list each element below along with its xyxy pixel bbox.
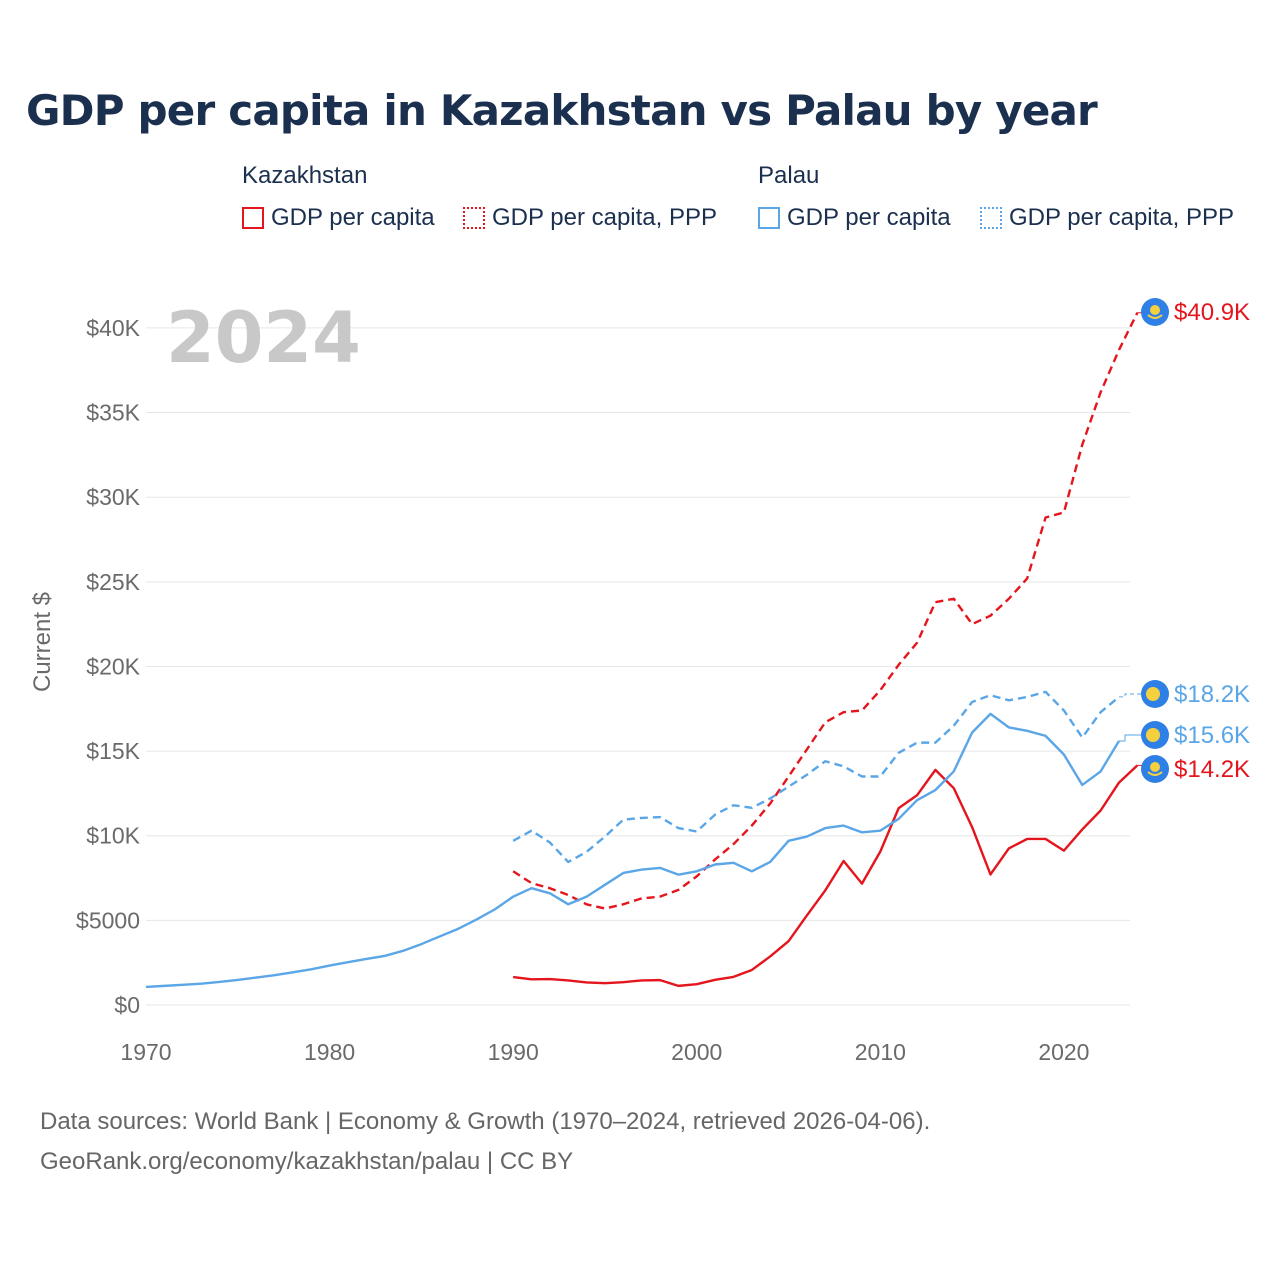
- x-tick-label: 1980: [304, 1039, 355, 1065]
- y-tick-label: $25K: [86, 569, 140, 595]
- legend-label: GDP per capita: [271, 204, 435, 231]
- legend-swatch-dotted-icon: [980, 207, 1002, 229]
- x-tick-label: 2000: [671, 1039, 722, 1065]
- series-line-kazakhstan-gdp-per-capita-ppp[interactable]: [512, 312, 1139, 910]
- legend-label: GDP per capita, PPP: [1009, 204, 1234, 231]
- legend-swatch-solid-icon: [758, 207, 780, 229]
- moon-icon: [1146, 687, 1160, 701]
- eagle-wing-icon: [1147, 314, 1163, 319]
- legend-item-palau-ppp[interactable]: GDP per capita, PPP: [980, 203, 1234, 233]
- label-leader-line: [1118, 734, 1141, 742]
- y-tick-label: $15K: [86, 738, 140, 764]
- year-watermark: 2024: [166, 297, 361, 379]
- y-tick-label: $0: [114, 992, 140, 1018]
- x-tick-label: 2020: [1038, 1039, 1089, 1065]
- moon-icon: [1146, 728, 1160, 742]
- legend-group-kazakhstan: Kazakhstan: [242, 162, 368, 189]
- page-title: GDP per capita in Kazakhstan vs Palau by…: [26, 86, 1098, 135]
- legend-group-palau: Palau: [758, 162, 820, 189]
- sun-icon: [1150, 762, 1160, 772]
- series-line-palau-gdp-per-capita[interactable]: [145, 712, 1121, 989]
- legend-swatch-dotted-icon: [463, 207, 485, 229]
- legend-label: GDP per capita: [787, 204, 951, 231]
- y-tick-label: $20K: [86, 653, 140, 679]
- series-end-label: $18.2K: [1174, 681, 1250, 708]
- y-axis-title: Current $: [29, 592, 56, 692]
- sun-icon: [1150, 305, 1160, 315]
- x-tick-label: 1990: [488, 1039, 539, 1065]
- series-end-label: $15.6K: [1174, 722, 1250, 749]
- series-line-kazakhstan-gdp-per-capita[interactable]: [513, 764, 1139, 988]
- x-tick-label: 2010: [855, 1039, 906, 1065]
- label-leader-line: [1118, 693, 1141, 698]
- series-line-palau-gdp-per-capita-ppp[interactable]: [512, 690, 1120, 864]
- legend-item-kazakhstan-ppp[interactable]: GDP per capita, PPP: [463, 203, 717, 233]
- legend-item-palau-gdp[interactable]: GDP per capita: [758, 203, 951, 233]
- y-tick-label: $10K: [86, 823, 140, 849]
- legend-swatch-solid-icon: [242, 207, 264, 229]
- x-tick-label: 1970: [120, 1039, 171, 1065]
- y-tick-label: $35K: [86, 400, 140, 426]
- series-end-label: $40.9K: [1174, 299, 1250, 326]
- legend-item-kazakhstan-gdp[interactable]: GDP per capita: [242, 203, 435, 233]
- footer-source: Data sources: World Bank | Economy & Gro…: [40, 1108, 931, 1135]
- y-tick-label: $5000: [76, 907, 140, 933]
- y-tick-label: $40K: [86, 315, 140, 341]
- y-tick-label: $30K: [86, 484, 140, 510]
- eagle-wing-icon: [1147, 771, 1163, 776]
- legend-label: GDP per capita, PPP: [492, 204, 717, 231]
- series-end-label: $14.2K: [1174, 756, 1250, 783]
- footer-credit[interactable]: GeoRank.org/economy/kazakhstan/palau | C…: [40, 1148, 574, 1175]
